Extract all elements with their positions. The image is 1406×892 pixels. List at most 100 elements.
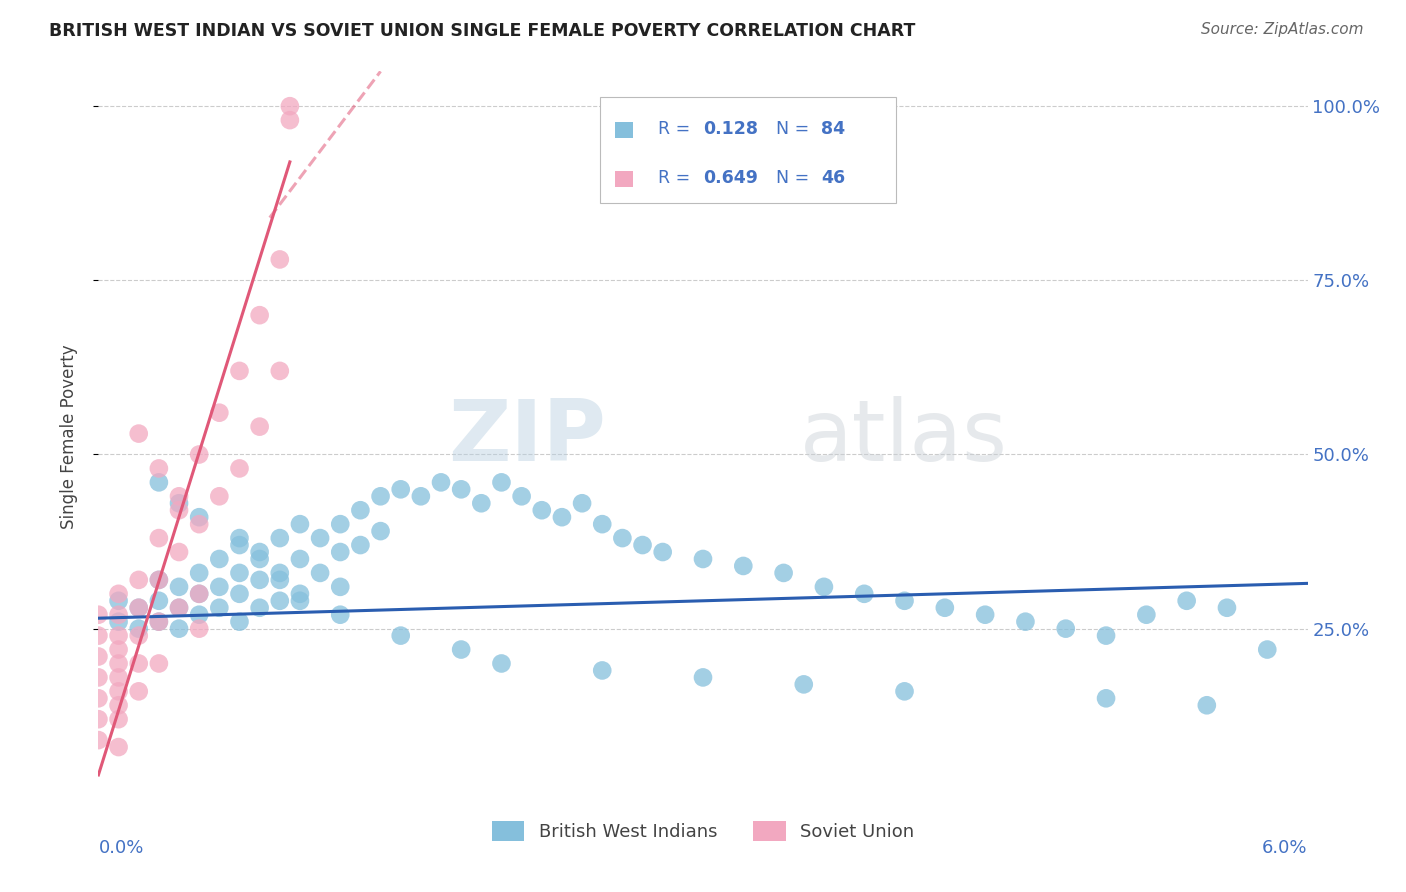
Point [288,594,311,608]
Point [1095,629,1118,643]
Text: BRITISH WEST INDIAN VS SOVIET UNION SINGLE FEMALE POVERTY CORRELATION CHART: BRITISH WEST INDIAN VS SOVIET UNION SING… [49,22,915,40]
Point [148,615,170,629]
Point [128,426,150,441]
Point [974,607,997,622]
Point [107,607,129,622]
Point [228,461,250,475]
Point [329,545,352,559]
Point [107,615,129,629]
Point [128,629,150,643]
Point [631,538,654,552]
Point [107,670,129,684]
Point [692,552,714,566]
Point [1014,615,1036,629]
FancyBboxPatch shape [600,97,897,203]
Point [329,607,352,622]
Point [167,580,190,594]
Point [87,712,110,726]
Point [167,545,190,559]
Point [389,629,412,643]
Point [269,531,291,545]
FancyBboxPatch shape [614,122,633,138]
Text: 46: 46 [821,169,845,187]
Point [278,99,301,113]
Point [309,531,332,545]
Point [612,531,634,545]
Point [167,600,190,615]
Point [510,489,533,503]
FancyBboxPatch shape [614,171,633,187]
Point [1095,691,1118,706]
Point [148,573,170,587]
Text: R =: R = [658,120,696,138]
Point [188,587,211,601]
Point [87,629,110,643]
Text: 84: 84 [821,120,845,138]
Point [167,489,190,503]
Point [228,531,250,545]
Point [278,113,301,128]
Point [571,496,593,510]
Point [893,594,915,608]
Point [188,607,211,622]
Point [249,552,271,566]
Text: N =: N = [776,120,814,138]
Point [208,580,231,594]
Text: Source: ZipAtlas.com: Source: ZipAtlas.com [1201,22,1364,37]
Point [288,552,311,566]
Point [148,461,170,475]
Point [87,607,110,622]
Point [269,252,291,267]
Point [269,566,291,580]
Point [228,538,250,552]
Point [128,600,150,615]
Point [470,496,492,510]
Point [107,594,129,608]
Point [107,657,129,671]
Point [167,600,190,615]
Point [107,642,129,657]
Point [87,691,110,706]
Point [934,600,956,615]
Point [128,657,150,671]
Point [329,517,352,532]
Point [188,566,211,580]
Point [430,475,453,490]
Point [228,566,250,580]
Point [1216,600,1239,615]
Point [167,622,190,636]
Point [269,594,291,608]
Text: 0.0%: 0.0% [98,839,143,857]
Point [551,510,574,524]
Point [188,448,211,462]
Point [591,517,613,532]
Point [491,657,513,671]
Point [853,587,876,601]
Point [148,657,170,671]
Point [772,566,794,580]
Point [249,600,271,615]
Text: N =: N = [776,169,814,187]
Point [249,545,271,559]
Point [87,670,110,684]
Point [1195,698,1218,713]
Point [450,642,472,657]
Point [1175,594,1198,608]
Point [148,475,170,490]
Point [87,649,110,664]
Text: 0.128: 0.128 [703,120,758,138]
Point [1054,622,1077,636]
Point [208,489,231,503]
Point [167,496,190,510]
Point [87,733,110,747]
Point [370,524,392,538]
Point [813,580,835,594]
Point [450,483,472,497]
Text: 6.0%: 6.0% [1263,839,1308,857]
Text: 0.649: 0.649 [703,169,758,187]
Point [228,364,250,378]
Text: ZIP: ZIP [449,395,606,479]
Point [128,600,150,615]
Point [370,489,392,503]
Point [249,308,271,322]
